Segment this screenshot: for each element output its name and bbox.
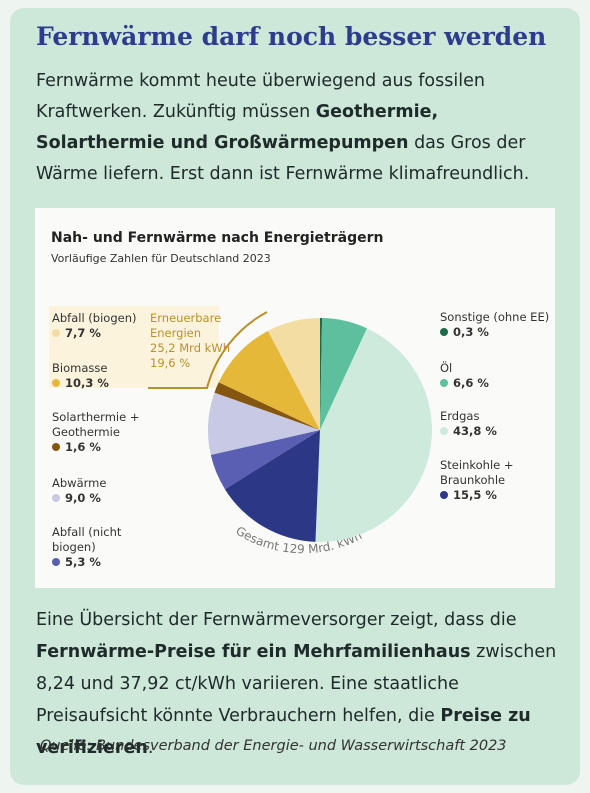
pie-slice bbox=[218, 330, 320, 430]
legend-item: Erdgas 43,8 % bbox=[440, 409, 550, 439]
value-label: 9,0 % bbox=[65, 491, 101, 505]
annotation-line: 25,2 Mrd kWh bbox=[150, 341, 230, 355]
legend-item: Öl 6,6 % bbox=[440, 361, 550, 391]
value-label: 6,6 % bbox=[453, 376, 489, 390]
legend-value: 6,6 % bbox=[440, 376, 550, 391]
value-label: 43,8 % bbox=[453, 424, 497, 438]
legend-item: Abfall (biogen) 7,7 % bbox=[52, 311, 162, 341]
legend-dot bbox=[52, 494, 60, 502]
renewables-bracket bbox=[148, 311, 268, 389]
value-label: 5,3 % bbox=[65, 555, 101, 569]
legend-value: 5,3 % bbox=[52, 555, 162, 570]
text-segment: Preise zu verifizieren bbox=[36, 706, 531, 758]
text-segment: Eine Übersicht der Fernwärmeversorger ze… bbox=[36, 610, 517, 630]
value-label: 15,5 % bbox=[453, 488, 497, 502]
pie-svg: Gesamt 129 Mrd. kWh bbox=[148, 311, 433, 556]
legend-item: Biomasse 10,3 % bbox=[52, 361, 162, 391]
chart-title: Nah- und Fernwärme nach Energieträgern bbox=[51, 230, 384, 246]
legend-name: Abfall (nicht biogen) bbox=[52, 525, 122, 554]
legend-name: Öl bbox=[440, 361, 453, 375]
legend-value: 0,3 % bbox=[440, 325, 550, 340]
pie-slice bbox=[208, 392, 320, 455]
pie-slice bbox=[210, 430, 320, 490]
legend-dot bbox=[52, 329, 60, 337]
intro: Fernwärme kommt heute überwiegend aus fo… bbox=[36, 66, 558, 190]
text-segment: Fernwärme-Preise für ein Mehrfamilienhau… bbox=[36, 642, 471, 662]
legend-name: Abfall (biogen) bbox=[52, 311, 137, 325]
legend-dot bbox=[52, 379, 60, 387]
text-segment: das Gros der Wärme liefern. Erst dann is… bbox=[36, 133, 530, 184]
legend-value: 7,7 % bbox=[52, 326, 162, 341]
pie-slice bbox=[267, 318, 320, 430]
text-segment: . bbox=[147, 738, 154, 758]
value-label: 7,7 % bbox=[65, 326, 101, 340]
legend-item: Steinkohle + Braunkohle 15,5 % bbox=[440, 458, 550, 503]
annotation-line: Energien bbox=[150, 326, 202, 340]
pie-slice bbox=[214, 382, 320, 430]
value-label: 0,3 % bbox=[453, 325, 489, 339]
pie-slice bbox=[320, 318, 368, 430]
legend-item: Abfall (nicht biogen) 5,3 % bbox=[52, 525, 162, 570]
legend-name: Steinkohle + Braunkohle bbox=[440, 458, 514, 487]
outro: Eine Übersicht der Fernwärmeversorger ze… bbox=[36, 604, 558, 764]
chart-subtitle: Vorläufige Zahlen für Deutschland 2023 bbox=[51, 252, 271, 265]
value-label: 1,6 % bbox=[65, 440, 101, 454]
legend-value: 43,8 % bbox=[440, 424, 550, 439]
value-label: 10,3 % bbox=[65, 376, 109, 390]
legend-dot bbox=[440, 328, 448, 336]
chart: Gesamt 129 Mrd. kWh Nah- und Fernwärme n… bbox=[35, 208, 555, 588]
legend-item: Solarthermie + Geothermie 1,6 % bbox=[52, 410, 162, 455]
legend-value: 10,3 % bbox=[52, 376, 162, 391]
text-segment: Geothermie, Solarthermie und Großwärmepu… bbox=[36, 102, 439, 153]
legend-name: Abwärme bbox=[52, 476, 107, 490]
source: Quelle: Bundesverband der Energie- und W… bbox=[40, 738, 507, 754]
legend-dot bbox=[52, 558, 60, 566]
legend-name: Solarthermie + Geothermie bbox=[52, 410, 140, 439]
legend-value: 15,5 % bbox=[440, 488, 550, 503]
annotation-line: Erneuerbare bbox=[150, 311, 222, 325]
legend-name: Sonstige (ohne EE) bbox=[440, 310, 550, 324]
legend-value: 9,0 % bbox=[52, 491, 162, 506]
legend-name: Biomasse bbox=[52, 361, 108, 375]
text-segment: zwischen 8,24 und 37,92 ct/kWh variieren… bbox=[36, 642, 557, 726]
text-segment: Fernwärme kommt heute überwiegend aus fo… bbox=[36, 71, 485, 122]
legend-dot bbox=[440, 491, 448, 499]
annotation: Erneuerbare Energien 25,2 Mrd kWh 19,6 % bbox=[150, 311, 230, 371]
pie-slice bbox=[315, 328, 433, 542]
legend-item: Abwärme 9,0 % bbox=[52, 476, 162, 506]
headline: Fernwärme darf noch besser werden bbox=[36, 22, 547, 51]
pie-slice bbox=[320, 318, 323, 430]
legend-dot bbox=[52, 443, 60, 451]
legend-value: 1,6 % bbox=[52, 440, 162, 455]
annotation-line: 19,6 % bbox=[150, 356, 191, 370]
legend-dot bbox=[440, 379, 448, 387]
pie-slice bbox=[224, 430, 320, 542]
renewables-bg bbox=[49, 306, 219, 388]
legend-name: Erdgas bbox=[440, 409, 480, 423]
legend-dot bbox=[440, 427, 448, 435]
legend-item: Sonstige (ohne EE) 0,3 % bbox=[440, 310, 550, 340]
